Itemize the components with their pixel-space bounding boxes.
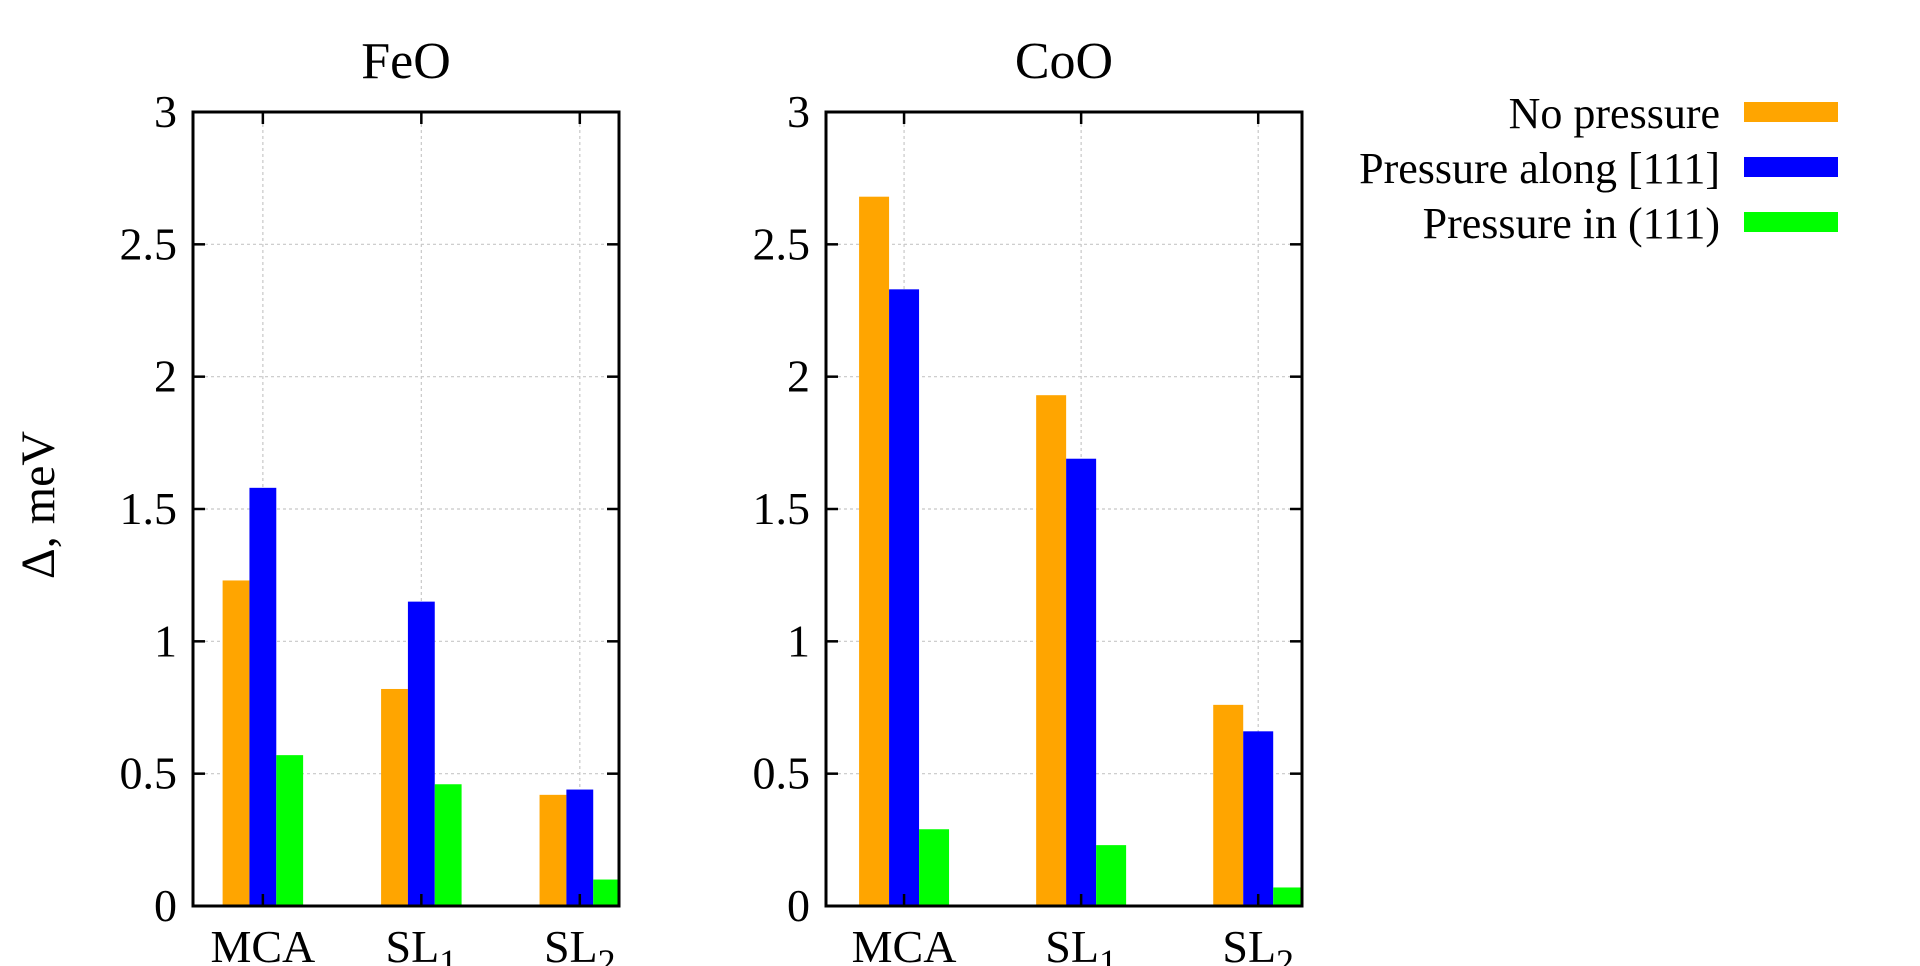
- bar-feo-no-pressure-mca: [222, 580, 250, 906]
- x-tick-label: SL2: [1222, 921, 1294, 966]
- x-tick-label: SL2: [544, 921, 616, 966]
- legend-label-no-pressure: No pressure: [1509, 89, 1720, 138]
- y-axis-label: Δ, meV: [12, 431, 65, 580]
- y-tick-label: 3: [154, 86, 177, 137]
- legend: No pressure Pressure along [111] Pressur…: [1359, 89, 1838, 248]
- bar-coo-pressure-in-111-mca: [919, 829, 950, 906]
- bar-feo-pressure-in-111-sl2: [593, 879, 621, 906]
- bar-feo-no-pressure-sl2: [539, 794, 567, 906]
- y-tick-label: 0: [787, 880, 810, 931]
- bar-feo-no-pressure-sl1: [381, 688, 408, 906]
- x-tick-label: SL1: [385, 921, 457, 966]
- y-tick-label: 1: [787, 615, 810, 666]
- legend-label-pressure-along-111: Pressure along [111]: [1359, 144, 1720, 193]
- y-tick-label: 2.5: [753, 218, 811, 269]
- y-tick-label: 1: [154, 615, 177, 666]
- bar-feo-pressure-in-111-sl1: [434, 784, 462, 906]
- bar-feo-pressure-along-111-sl1: [407, 601, 435, 906]
- bar-feo-pressure-in-111-mca: [276, 755, 304, 906]
- plot-frame: [191, 110, 621, 908]
- bar-coo-pressure-along-111-mca: [889, 289, 920, 906]
- bar-coo-pressure-along-111-sl1: [1066, 458, 1097, 906]
- bar-coo-pressure-in-111-sl1: [1096, 845, 1127, 906]
- legend-swatch-pressure-along-111: [1744, 157, 1838, 177]
- bar-coo-pressure-along-111-sl2: [1243, 731, 1274, 906]
- bar-coo-no-pressure-sl1: [1036, 395, 1067, 906]
- y-tick-label: 0: [154, 880, 177, 931]
- panel-title: CoO: [1015, 33, 1113, 90]
- y-tick-label: 0.5: [753, 748, 811, 799]
- x-tick-label: SL1: [1045, 921, 1117, 966]
- y-tick-label: 0.5: [120, 748, 178, 799]
- y-tick-label: 1.5: [120, 483, 178, 534]
- panel-feo: FeO 0 0.5 1 1.5 2 2.5 3 MCA SL1 SL2: [120, 33, 621, 966]
- panel-coo: CoO 0 0.5 1 1.5 2 2.5 3 MCA SL1 SL2: [753, 33, 1304, 966]
- y-tick-label: 2: [787, 351, 810, 402]
- legend-swatch-pressure-in-111: [1744, 212, 1838, 232]
- bar-feo-pressure-along-111-mca: [249, 487, 277, 906]
- bar-feo-pressure-along-111-sl2: [566, 789, 594, 906]
- panel-title: FeO: [361, 33, 451, 90]
- legend-label-pressure-in-111: Pressure in (111): [1423, 199, 1720, 248]
- bar-coo-no-pressure-sl2: [1213, 704, 1244, 906]
- bar-coo-no-pressure-mca: [859, 196, 890, 906]
- y-tick-label: 1.5: [753, 483, 811, 534]
- y-tick-label: 2.5: [120, 218, 178, 269]
- x-tick-label: MCA: [852, 921, 957, 966]
- bar-coo-pressure-in-111-sl2: [1273, 887, 1304, 906]
- x-tick-label: MCA: [210, 921, 315, 966]
- plot-frame: [824, 110, 1304, 908]
- y-tick-label: 2: [154, 351, 177, 402]
- y-tick-label: 3: [787, 86, 810, 137]
- legend-swatch-no-pressure: [1744, 102, 1838, 122]
